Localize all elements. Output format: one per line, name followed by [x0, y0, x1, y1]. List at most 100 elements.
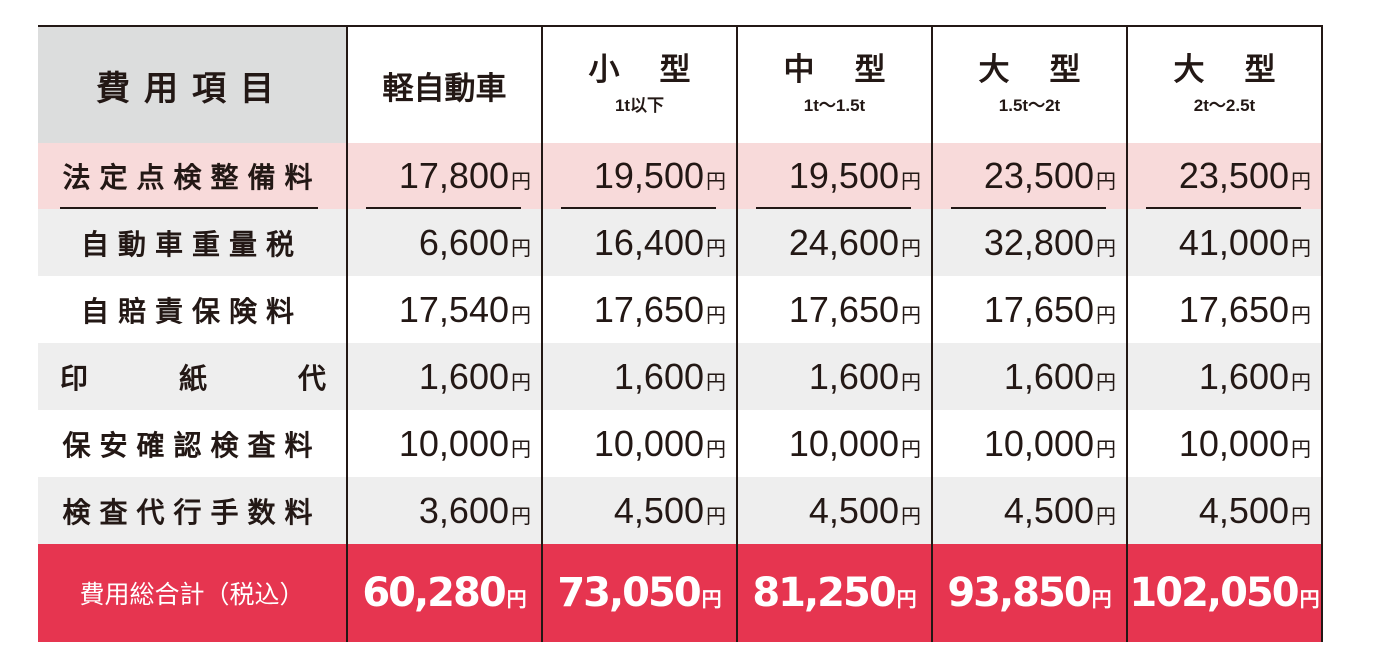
- amount: 93,850: [947, 570, 1091, 616]
- cell-value: 17,650 円: [541, 276, 737, 343]
- row-label-text: 自動車重量税: [80, 228, 303, 260]
- cell-value: 17,800 円: [346, 143, 542, 209]
- yen-unit: 円: [706, 438, 726, 461]
- row-label-text: 保安確認検査料: [62, 429, 322, 461]
- yen-unit: 円: [511, 505, 531, 528]
- cell-value: 4,500 円: [736, 477, 932, 544]
- amount: 17,650: [788, 288, 899, 330]
- amount: 4,500: [613, 489, 704, 531]
- table-row: 検査代行手数料 3,600 円 4,500 円 4,500 円 4,500 円 4,50…: [38, 477, 1323, 544]
- yen-unit: 円: [506, 587, 527, 611]
- header-col-sub: 2t〜2.5t: [1193, 96, 1256, 115]
- header-col-sub: 1t以下: [614, 96, 665, 115]
- cell-value: 10,000 円: [541, 410, 737, 477]
- cell-value: 23,500 円: [1126, 143, 1323, 209]
- header-item-label: 費用項目: [38, 25, 347, 143]
- yen-unit: 円: [701, 587, 722, 611]
- amount: 32,800: [983, 221, 1094, 263]
- header-col-large-2: 大型 2t〜2.5t: [1126, 25, 1323, 143]
- inspection-cost-table: 費用項目 軽自動車 小型 1t以下 中型 1t〜1.5t 大型 1.5t〜2t 大型 2…: [38, 25, 1323, 642]
- yen-unit: 円: [1291, 171, 1311, 193]
- yen-unit: 円: [511, 304, 531, 327]
- amount: 41,000: [1178, 221, 1289, 263]
- amount: 1,600: [1003, 355, 1094, 397]
- total-value: 81,250 円: [736, 544, 932, 642]
- amount: 23,500: [1178, 155, 1289, 196]
- amount: 6,600: [418, 221, 509, 263]
- cell-value: 1,600 円: [346, 343, 542, 410]
- cell-value: 19,500 円: [736, 143, 932, 209]
- total-value: 102,050 円: [1126, 544, 1323, 642]
- yen-unit: 円: [1096, 371, 1116, 394]
- cell-value: 17,650 円: [736, 276, 932, 343]
- cell-value: 23,500 円: [931, 143, 1127, 209]
- amount: 19,500: [593, 155, 704, 196]
- amount: 81,250: [752, 570, 896, 616]
- cell-value: 1,600 円: [541, 343, 737, 410]
- header-col-kei: 軽自動車: [346, 25, 542, 143]
- cell-value: 17,650 円: [931, 276, 1127, 343]
- cell-value: 41,000 円: [1126, 209, 1323, 276]
- amount: 10,000: [983, 422, 1094, 464]
- yen-unit: 円: [901, 505, 921, 528]
- row-label-text: 自賠責保険料: [80, 295, 303, 327]
- header-col-name: 軽自動車: [382, 70, 507, 106]
- yen-unit: 円: [901, 304, 921, 327]
- cell-value: 10,000 円: [1126, 410, 1323, 477]
- yen-unit: 円: [1291, 438, 1311, 461]
- header-col-name: 大型: [1173, 52, 1316, 87]
- amount: 17,650: [593, 288, 704, 330]
- amount: 73,050: [557, 570, 701, 616]
- table-row: 自動車重量税 6,600 円 16,400 円 24,600 円 32,800 円 41…: [38, 209, 1323, 276]
- table-row: 法定点検整備料 17,800 円 19,500 円 19,500 円 23,500 円 …: [38, 143, 1323, 209]
- row-label: 法定点検整備料: [38, 143, 347, 209]
- table-row: 保安確認検査料 10,000 円 10,000 円 10,000 円 10,000 円 …: [38, 410, 1323, 477]
- amount: 3,600: [418, 489, 509, 531]
- cell-value: 3,600 円: [346, 477, 542, 544]
- total-value: 93,850 円: [931, 544, 1127, 642]
- yen-unit: 円: [511, 438, 531, 461]
- cell-value: 10,000 円: [346, 410, 542, 477]
- yen-unit: 円: [896, 587, 917, 611]
- yen-unit: 円: [1091, 587, 1112, 611]
- cell-value: 32,800 円: [931, 209, 1127, 276]
- yen-unit: 円: [1291, 304, 1311, 327]
- header-col-small: 小型 1t以下: [541, 25, 737, 143]
- amount: 17,650: [983, 288, 1094, 330]
- cell-value: 17,540 円: [346, 276, 542, 343]
- header-col-large-1: 大型 1.5t〜2t: [931, 25, 1127, 143]
- cell-value: 16,400 円: [541, 209, 737, 276]
- yen-unit: 円: [706, 304, 726, 327]
- yen-unit: 円: [1096, 438, 1116, 461]
- header-row: 費用項目 軽自動車 小型 1t以下 中型 1t〜1.5t 大型 1.5t〜2t 大型 2…: [38, 25, 1323, 143]
- header-col-sub: 1t〜1.5t: [803, 96, 866, 115]
- row-label: 保安確認検査料: [38, 410, 347, 477]
- cell-value: 10,000 円: [931, 410, 1127, 477]
- amount: 10,000: [398, 422, 509, 464]
- total-value: 60,280 円: [346, 544, 542, 642]
- yen-unit: 円: [901, 237, 921, 260]
- amount: 4,500: [1003, 489, 1094, 531]
- amount: 17,540: [398, 288, 509, 330]
- amount: 1,600: [418, 355, 509, 397]
- amount: 60,280: [362, 570, 506, 616]
- amount: 17,800: [398, 155, 509, 196]
- cell-value: 1,600 円: [1126, 343, 1323, 410]
- yen-unit: 円: [901, 371, 921, 394]
- amount: 4,500: [1198, 489, 1289, 531]
- row-label: 自賠責保険料: [38, 276, 347, 343]
- label-char: 印: [60, 362, 89, 394]
- table-row: 印 紙 代 1,600 円 1,600 円 1,600 円 1,600 円 1,600 円: [38, 343, 1323, 410]
- cell-value: 17,650 円: [1126, 276, 1323, 343]
- yen-unit: 円: [1096, 505, 1116, 528]
- yen-unit: 円: [1299, 587, 1320, 611]
- header-col-name: 小型: [588, 52, 731, 87]
- total-label: 費用総合計（税込）: [38, 544, 347, 642]
- yen-unit: 円: [901, 438, 921, 461]
- yen-unit: 円: [1291, 505, 1311, 528]
- row-label: 自動車重量税: [38, 209, 347, 276]
- cell-value: 24,600 円: [736, 209, 932, 276]
- yen-unit: 円: [706, 171, 726, 193]
- row-label-text: 検査代行手数料: [62, 496, 322, 528]
- row-label: 検査代行手数料: [38, 477, 347, 544]
